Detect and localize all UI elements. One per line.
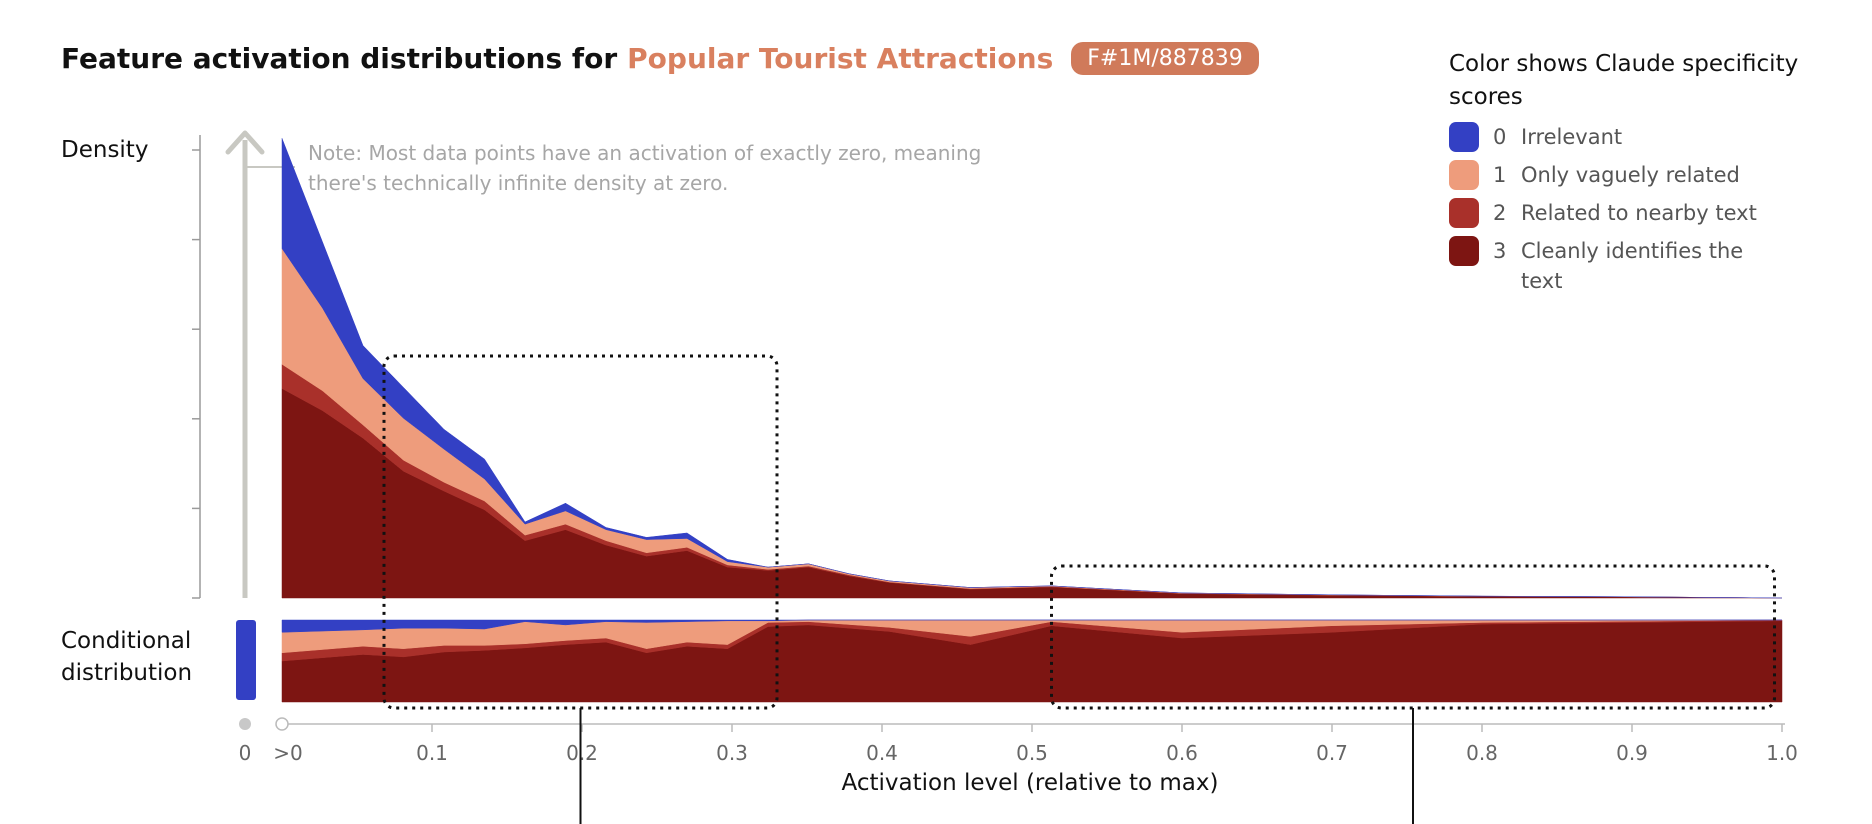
zero-density-arrow-head [225, 130, 265, 155]
x-tick-label-3: 0.4 [866, 741, 898, 765]
legend-item-1: 1 Only vaguely related [1449, 160, 1829, 190]
x-tick-label-7: 0.8 [1466, 741, 1498, 765]
conditional-zero-bar [236, 620, 256, 700]
x-tick-label-2: 0.3 [716, 741, 748, 765]
density-area-score-0 [281, 138, 1783, 599]
title-prefix: Feature activation distributions for [61, 42, 618, 75]
x-tick-label-1: 0.2 [566, 741, 598, 765]
legend-score-1: 1 [1493, 163, 1507, 187]
legend-score-2: 2 [1493, 201, 1507, 225]
legend-swatch-3 [1449, 236, 1479, 266]
legend-title: Color shows Claude specificity scores [1449, 51, 1799, 110]
feature-id-badge[interactable]: F#1M/887839 [1071, 42, 1259, 75]
legend-score-0: 0 [1493, 125, 1507, 149]
legend-swatch-2 [1449, 198, 1479, 228]
x-tick-label-9: 1.0 [1766, 741, 1798, 765]
x-axis-title: Activation level (relative to max) [841, 770, 1219, 796]
legend-label-0: Irrelevant [1521, 125, 1623, 149]
x-tick-label-5: 0.6 [1166, 741, 1198, 765]
x-axis-ticks: 0.1 0.2 0.3 0.4 0.5 0.6 0.7 0.8 0.9 1.0 [416, 724, 1798, 765]
legend-label-3: Cleanly identifies the text [1521, 239, 1744, 293]
legend-label-2: Related to nearby text [1521, 201, 1757, 225]
chart-title: Feature activation distributions for Pop… [61, 42, 1259, 75]
legend: Color shows Claude specificity scores 0 … [1449, 48, 1829, 296]
legend-swatch-1 [1449, 160, 1479, 190]
conditional-area-score-0 [281, 619, 1782, 633]
density-axis-ticks [192, 149, 200, 599]
conditional-areas [281, 619, 1783, 703]
legend-swatch-0 [1449, 122, 1479, 152]
highlight-ranges [382, 354, 1776, 824]
x-zero-marker [239, 718, 251, 730]
density-areas [281, 138, 1783, 599]
x-gt-zero-marker [275, 717, 289, 731]
x-tick-gt-zero: >0 [273, 741, 302, 765]
x-tick-label-8: 0.9 [1616, 741, 1648, 765]
legend-label-1: Only vaguely related [1521, 163, 1740, 187]
legend-item-2: 2 Related to nearby text [1449, 198, 1829, 228]
legend-item-3: 3 Cleanly identifies the text [1449, 236, 1829, 296]
zero-density-note: Note: Most data points have an activatio… [308, 141, 982, 195]
legend-item-0: 0 Irrelevant [1449, 122, 1829, 152]
x-tick-label-6: 0.7 [1316, 741, 1348, 765]
legend-score-3: 3 [1493, 239, 1507, 263]
x-tick-label-4: 0.5 [1016, 741, 1048, 765]
x-tick-zero: 0 [239, 741, 252, 765]
density-axis-label: Density [61, 137, 149, 163]
feature-name: Popular Tourist Attractions [627, 42, 1054, 75]
density-area-score-3 [281, 388, 1783, 599]
x-tick-label-0: 0.1 [416, 741, 448, 765]
conditional-axis-label: Conditional distribution [61, 628, 193, 686]
